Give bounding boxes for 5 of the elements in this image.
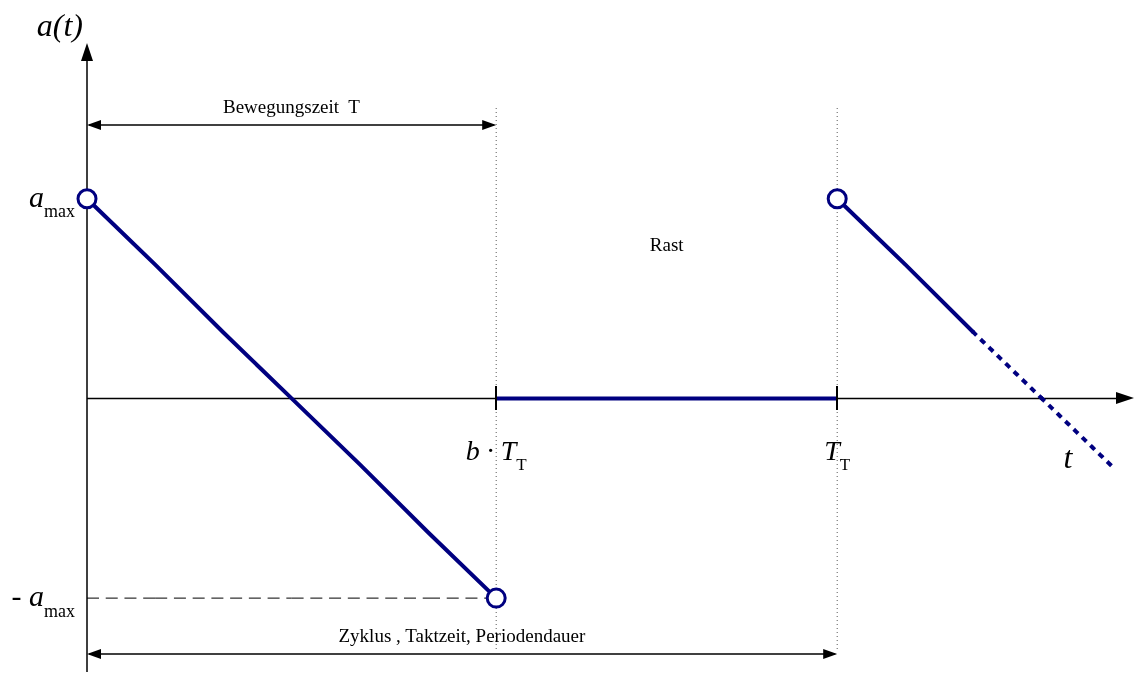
text: Bewegungszeit T xyxy=(223,96,361,117)
x-axis-title: t xyxy=(1063,439,1074,476)
text: Zyklus , Taktzeit, Periodendauer xyxy=(338,625,587,646)
y-axis-title: a(t) xyxy=(36,7,83,43)
annotation: Rast xyxy=(649,233,685,255)
